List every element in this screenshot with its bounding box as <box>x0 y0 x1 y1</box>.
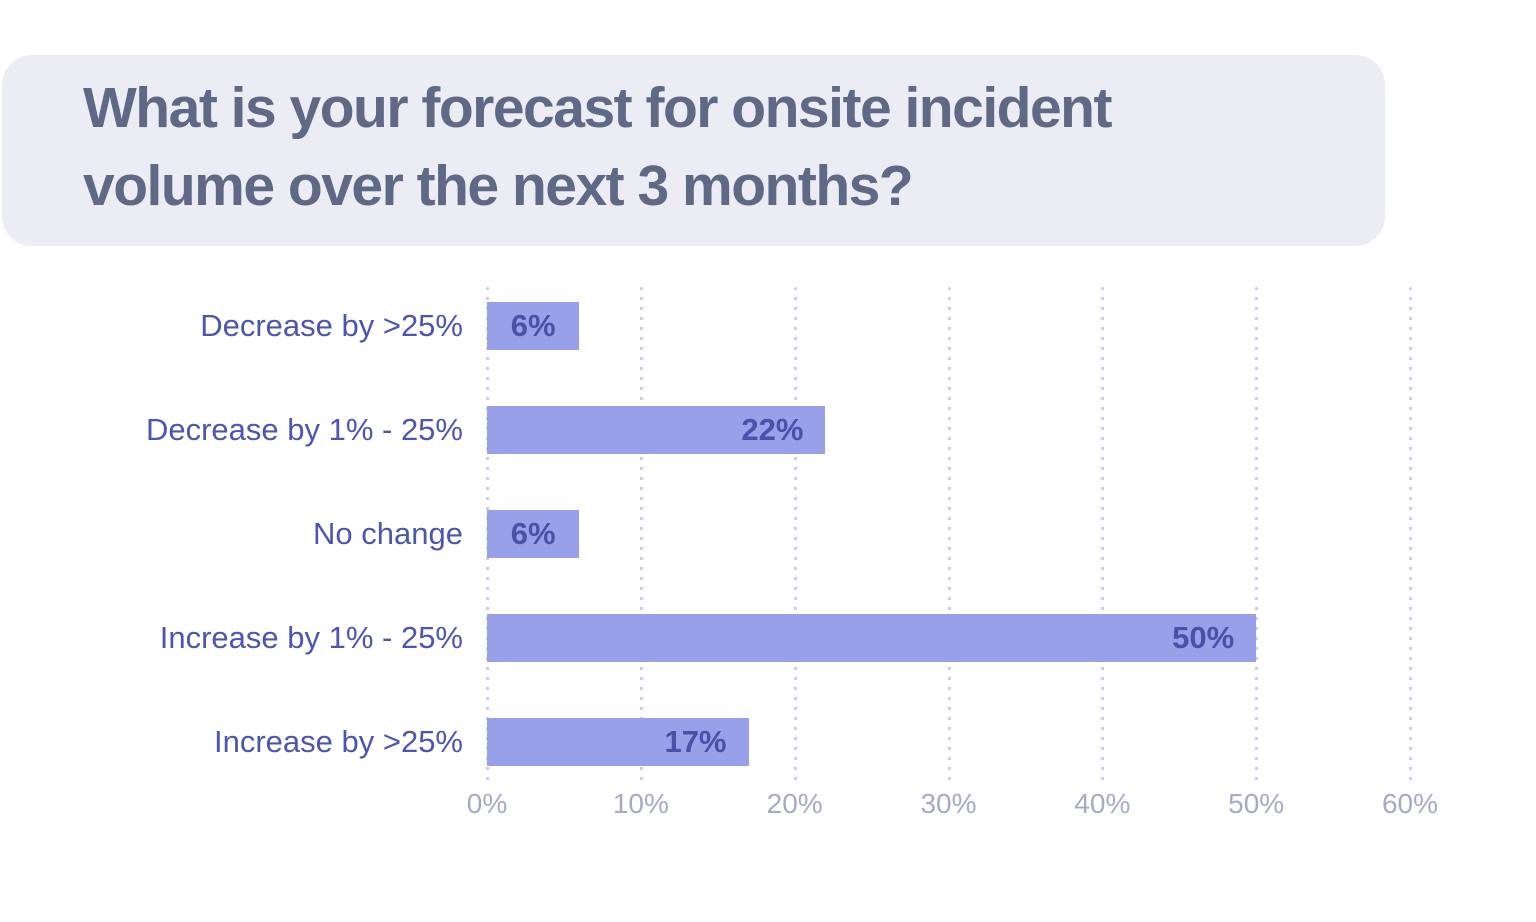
value-label: 6% <box>510 308 556 343</box>
chart-title-line-2: volume over the next 3 months? <box>83 154 914 218</box>
bar: 17% <box>487 718 749 766</box>
bar: 6% <box>487 302 580 350</box>
gridline <box>1101 287 1105 784</box>
x-axis-tick-label: 20% <box>766 788 823 819</box>
category-label: No change <box>313 516 463 551</box>
x-axis-tick-label: 50% <box>1228 788 1285 819</box>
category-label: Increase by >25% <box>213 724 463 759</box>
gridline <box>947 287 951 784</box>
gridline <box>639 287 643 784</box>
value-label: 50% <box>1172 620 1235 655</box>
value-label: 22% <box>741 412 804 447</box>
gridline <box>1255 287 1259 784</box>
bar: 50% <box>487 614 1257 662</box>
category-label: Decrease by >25% <box>200 308 463 343</box>
chart-title: What is your forecast for onsite inciden… <box>2 55 1385 225</box>
category-label: Increase by 1% - 25% <box>159 620 463 655</box>
question-banner: What is your forecast for onsite inciden… <box>2 55 1385 246</box>
x-axis-tick-label: 10% <box>612 788 669 819</box>
gridline <box>1409 287 1412 784</box>
x-axis-tick-label: 30% <box>920 788 977 819</box>
gridline <box>793 287 797 784</box>
value-label: 6% <box>510 516 556 551</box>
bar: 22% <box>487 406 826 454</box>
x-axis-tick-label: 60% <box>1381 788 1439 819</box>
bar: 6% <box>487 510 580 558</box>
x-axis-tick-label: 40% <box>1074 788 1131 819</box>
value-label: 17% <box>664 724 727 759</box>
category-label: Decrease by 1% - 25% <box>145 412 463 447</box>
chart-title-line-1: What is your forecast for onsite inciden… <box>83 76 1113 140</box>
x-axis-tick-label: 0% <box>466 788 508 819</box>
